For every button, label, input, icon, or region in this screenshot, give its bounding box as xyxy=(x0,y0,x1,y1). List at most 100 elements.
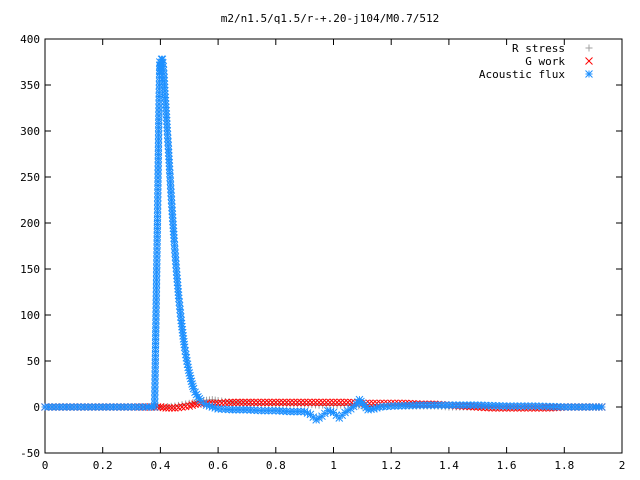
data-point xyxy=(154,127,163,136)
x-tick-label: 0.8 xyxy=(266,459,286,472)
data-point xyxy=(322,398,331,407)
data-point xyxy=(154,177,162,186)
x-tick-label: 1.8 xyxy=(554,459,574,472)
data-point xyxy=(398,401,406,410)
data-point xyxy=(491,401,500,410)
data-point xyxy=(221,399,230,407)
x-tick-label: 0 xyxy=(42,459,49,472)
series-layer xyxy=(41,55,606,424)
data-point xyxy=(578,403,587,411)
data-point xyxy=(154,123,163,132)
x-tick-label: 1.2 xyxy=(381,459,401,472)
data-point xyxy=(336,398,345,407)
data-point xyxy=(163,127,172,135)
data-point xyxy=(379,402,388,411)
data-point xyxy=(109,403,118,411)
data-point xyxy=(311,398,320,407)
data-point xyxy=(62,403,71,411)
data-point xyxy=(546,402,554,411)
y-tick-label: 300 xyxy=(20,125,40,138)
data-point xyxy=(217,399,226,407)
y-tick-label: -50 xyxy=(20,447,40,460)
legend-label: G work xyxy=(525,55,565,68)
data-point xyxy=(246,398,255,407)
data-point xyxy=(416,401,424,410)
y-tick-label: 0 xyxy=(33,401,40,414)
data-point xyxy=(153,193,162,202)
data-point xyxy=(151,367,160,376)
data-point xyxy=(574,403,583,411)
legend-marker xyxy=(585,57,593,65)
y-tick-label: 200 xyxy=(20,217,40,230)
data-point xyxy=(153,212,162,221)
data-point xyxy=(329,398,338,407)
y-tick-label: 250 xyxy=(20,171,40,184)
data-point xyxy=(282,398,291,407)
plot-area-frame xyxy=(44,38,623,454)
data-point xyxy=(430,401,439,410)
data-point xyxy=(155,100,163,109)
axes-ticks: 0 0.2 0.4 0.6 0.8 1 1.2 1.4 1.6 1.8 2-500501001502… xyxy=(20,33,625,472)
data-point xyxy=(51,403,60,411)
x-tick-label: 0.6 xyxy=(208,459,228,472)
data-point xyxy=(243,398,251,407)
data-point xyxy=(308,398,316,407)
data-point xyxy=(437,401,446,410)
x-tick-label: 0.4 xyxy=(150,459,170,472)
data-point xyxy=(333,398,341,407)
data-point xyxy=(289,407,298,416)
data-point xyxy=(214,399,222,408)
legend-marker xyxy=(585,70,593,78)
data-point xyxy=(166,181,175,189)
data-point xyxy=(154,170,162,178)
data-point xyxy=(257,398,266,407)
data-point xyxy=(268,398,277,407)
data-point xyxy=(275,398,284,407)
data-point xyxy=(228,398,237,407)
data-point xyxy=(344,398,352,407)
data-point xyxy=(41,403,49,411)
data-point xyxy=(445,401,453,410)
chart-title: m2/n1.5/q1.5/r-+.20-j104/M0.7/512 xyxy=(221,12,440,25)
data-point xyxy=(154,131,163,139)
legend-label: Acoustic flux xyxy=(479,68,565,81)
data-point xyxy=(239,398,248,407)
data-point xyxy=(264,398,273,407)
data-point xyxy=(116,403,125,411)
data-point xyxy=(300,398,309,407)
legend-marker xyxy=(585,44,593,52)
data-point xyxy=(102,403,111,411)
data-point xyxy=(162,404,171,412)
data-point xyxy=(401,401,410,410)
x-tick-label: 0.2 xyxy=(93,459,113,472)
data-point xyxy=(261,398,269,407)
data-point xyxy=(165,404,173,412)
data-point xyxy=(297,407,305,416)
data-point xyxy=(154,158,163,167)
data-point xyxy=(452,401,460,410)
data-point xyxy=(131,403,140,411)
data-point xyxy=(84,403,93,411)
legend-label: R stress xyxy=(512,42,565,55)
data-point xyxy=(180,343,189,352)
data-point xyxy=(164,138,172,146)
data-point xyxy=(151,355,160,364)
data-point xyxy=(80,403,89,411)
data-point xyxy=(167,199,176,208)
data-point xyxy=(495,401,504,410)
data-point xyxy=(271,398,280,407)
series-acoustic-flux xyxy=(41,55,606,424)
data-point xyxy=(271,406,280,415)
y-tick-label: 50 xyxy=(27,355,40,368)
y-tick-label: 100 xyxy=(20,309,40,322)
data-point xyxy=(253,398,262,407)
x-tick-label: 1.6 xyxy=(497,459,517,472)
data-point xyxy=(66,403,75,411)
x-tick-label: 2 xyxy=(619,459,626,472)
y-tick-label: 350 xyxy=(20,79,40,92)
data-point xyxy=(484,401,493,410)
data-point xyxy=(304,398,313,407)
data-point xyxy=(293,398,302,407)
